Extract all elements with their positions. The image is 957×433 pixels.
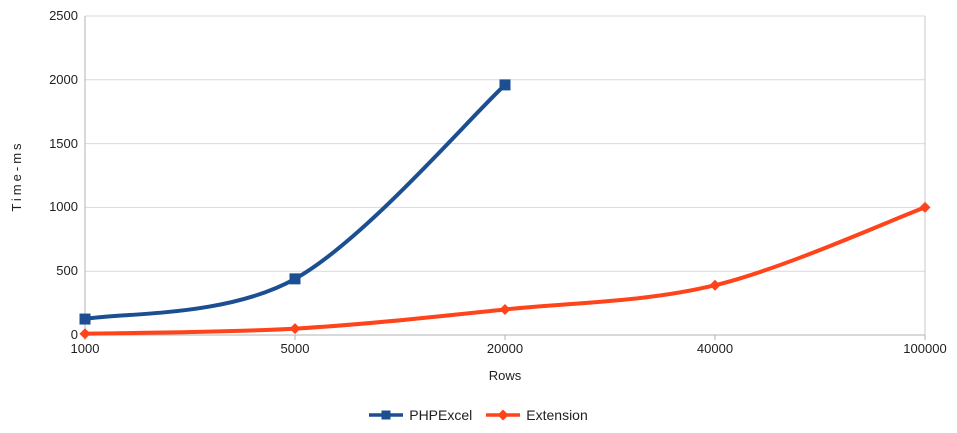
legend: PHPExcel Extension xyxy=(0,403,957,427)
x-tick-label: 40000 xyxy=(696,341,734,356)
y-tick-label: 500 xyxy=(56,263,78,279)
y-tick-label: 1000 xyxy=(49,199,78,215)
data-point-marker xyxy=(499,79,511,91)
x-axis-title: Rows xyxy=(488,368,522,383)
data-point-marker xyxy=(289,323,301,335)
diamond-marker-swatch xyxy=(486,409,521,421)
data-point-marker xyxy=(289,273,301,285)
x-tick-label: 1000 xyxy=(70,341,100,356)
y-tick-label: 1500 xyxy=(49,135,78,151)
x-tick-label: 100000 xyxy=(903,341,947,356)
x-tick-label: 20000 xyxy=(486,341,524,356)
data-point-marker xyxy=(79,328,91,340)
data-point-marker xyxy=(499,303,511,315)
legend-item-extension: Extension xyxy=(486,407,588,423)
y-tick-label: 0 xyxy=(70,327,78,342)
y-tick-label: 2000 xyxy=(49,71,78,87)
square-marker-swatch xyxy=(369,410,404,420)
y-axis-title: Time-ms xyxy=(9,140,24,212)
y-tick-label: 2500 xyxy=(49,8,78,23)
data-point-marker xyxy=(919,201,931,213)
series-line-phpexcel xyxy=(83,82,507,322)
data-point-marker xyxy=(709,279,721,291)
legend-label: PHPExcel xyxy=(409,407,473,423)
x-tick-label: 5000 xyxy=(280,341,310,356)
legend-label: Extension xyxy=(526,407,588,423)
legend-item-phpexcel: PHPExcel xyxy=(369,407,472,423)
data-point-marker xyxy=(79,313,91,325)
